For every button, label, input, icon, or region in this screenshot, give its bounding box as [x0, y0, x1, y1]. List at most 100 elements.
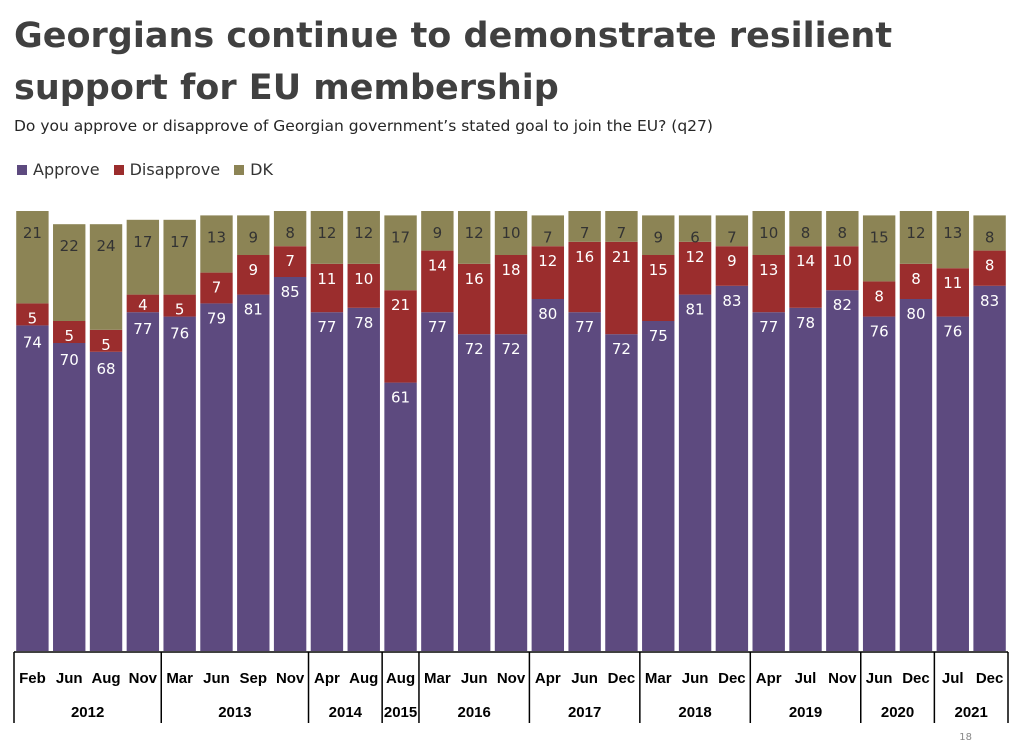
bar-dk-9: [347, 211, 380, 264]
x-tick-label-14: Apr: [535, 670, 561, 687]
bar-disapprove-13: [494, 255, 528, 335]
legend-label-dk: DK: [250, 160, 273, 179]
bar-approve-6: [237, 294, 270, 651]
data-label-dk-26: 8: [985, 228, 995, 246]
bar-dk-18: [678, 215, 712, 242]
data-label-disapprove-17: 15: [649, 261, 668, 279]
year-label-2020: 2020: [881, 704, 914, 721]
data-label-disapprove-22: 10: [833, 252, 852, 270]
year-label-2017: 2017: [568, 704, 601, 721]
bar-dk-0: [16, 211, 49, 304]
x-tick-label-18: Jun: [682, 670, 709, 687]
bar-approve-16: [605, 334, 638, 651]
data-label-disapprove-14: 12: [538, 252, 557, 270]
x-tick-label-12: Jun: [461, 670, 488, 687]
data-label-disapprove-13: 18: [501, 261, 520, 279]
data-label-disapprove-20: 13: [759, 261, 778, 279]
data-label-disapprove-6: 9: [249, 261, 259, 279]
data-label-dk-6: 9: [249, 228, 259, 246]
bar-approve-9: [347, 307, 380, 651]
data-label-dk-5: 13: [207, 228, 226, 246]
bar-approve-26: [973, 285, 1006, 651]
bar-dk-2: [89, 224, 123, 330]
bar-disapprove-12: [457, 263, 491, 335]
bar-dk-5: [200, 215, 233, 273]
data-label-dk-2: 24: [96, 237, 115, 255]
data-label-approve-13: 72: [501, 340, 520, 358]
data-label-disapprove-3: 4: [138, 296, 148, 314]
data-label-approve-5: 79: [207, 309, 226, 327]
bar-approve-22: [826, 290, 859, 651]
data-label-approve-2: 68: [96, 360, 115, 378]
bar-disapprove-21: [789, 246, 822, 308]
data-label-disapprove-21: 14: [796, 252, 815, 270]
bar-dk-1: [53, 224, 86, 321]
year-label-2018: 2018: [678, 704, 711, 721]
data-label-dk-24: 12: [906, 224, 925, 242]
data-label-approve-12: 72: [465, 340, 484, 358]
bar-disapprove-14: [531, 246, 565, 299]
data-label-disapprove-0: 5: [28, 309, 38, 327]
bar-disapprove-15: [568, 241, 601, 313]
legend-item-approve: Approve: [17, 160, 100, 179]
data-label-disapprove-16: 21: [612, 248, 631, 266]
bar-approve-1: [53, 343, 86, 651]
bar-disapprove-5: [200, 272, 233, 304]
data-label-approve-23: 76: [870, 323, 889, 341]
bar-dk-16: [605, 211, 638, 242]
data-label-dk-21: 8: [801, 224, 811, 242]
bar-disapprove-1: [53, 321, 86, 343]
legend-label-disapprove: Disapprove: [129, 160, 221, 179]
bar-dk-15: [568, 211, 601, 242]
data-label-disapprove-19: 9: [727, 252, 737, 270]
data-label-dk-20: 10: [759, 224, 778, 242]
bar-dk-23: [862, 215, 896, 282]
x-tick-label-2: Aug: [91, 670, 120, 687]
x-tick-label-26: Dec: [976, 670, 1004, 687]
legend-swatch-dk: [234, 164, 245, 175]
data-label-disapprove-10: 21: [391, 296, 410, 314]
x-tick-label-17: Mar: [645, 670, 672, 687]
data-label-disapprove-26: 8: [985, 257, 995, 275]
data-label-dk-12: 12: [465, 224, 484, 242]
data-label-disapprove-8: 11: [317, 270, 336, 288]
data-label-dk-10: 17: [391, 228, 410, 246]
data-label-dk-25: 13: [943, 224, 962, 242]
x-tick-label-24: Dec: [902, 670, 930, 687]
x-tick-label-22: Nov: [828, 670, 857, 687]
bar-approve-18: [678, 294, 712, 651]
data-label-disapprove-4: 5: [175, 301, 185, 319]
bar-disapprove-10: [384, 290, 417, 383]
bar-disapprove-22: [826, 246, 859, 291]
data-label-disapprove-7: 7: [285, 252, 295, 270]
bar-approve-17: [642, 321, 675, 651]
data-label-dk-9: 12: [354, 224, 373, 242]
bar-dk-17: [642, 215, 675, 255]
legend: Approve Disapprove DK: [17, 160, 273, 179]
bar-disapprove-2: [89, 329, 123, 352]
data-label-dk-17: 9: [653, 228, 663, 246]
legend-item-disapprove: Disapprove: [113, 160, 221, 179]
x-tick-label-19: Dec: [718, 670, 746, 687]
bar-approve-19: [715, 285, 749, 651]
bar-disapprove-3: [126, 294, 160, 313]
x-tick-label-9: Aug: [349, 670, 378, 687]
data-label-dk-18: 6: [690, 228, 700, 246]
bar-approve-23: [862, 316, 896, 651]
bar-disapprove-19: [715, 246, 749, 286]
bar-disapprove-17: [642, 255, 675, 321]
bar-disapprove-25: [936, 268, 969, 317]
data-label-dk-15: 7: [580, 224, 590, 242]
data-label-approve-9: 78: [354, 314, 373, 332]
legend-swatch-approve: [17, 164, 27, 175]
year-label-2014: 2014: [329, 704, 363, 721]
bar-dk-8: [310, 211, 344, 264]
bar-approve-25: [936, 316, 969, 651]
bar-dk-6: [237, 215, 270, 255]
x-tick-label-16: Dec: [608, 670, 636, 687]
bar-disapprove-20: [752, 255, 785, 313]
legend-label-approve: Approve: [33, 160, 100, 179]
x-tick-label-21: Jul: [795, 670, 817, 687]
data-label-approve-3: 77: [133, 320, 152, 338]
bar-dk-20: [752, 211, 785, 255]
